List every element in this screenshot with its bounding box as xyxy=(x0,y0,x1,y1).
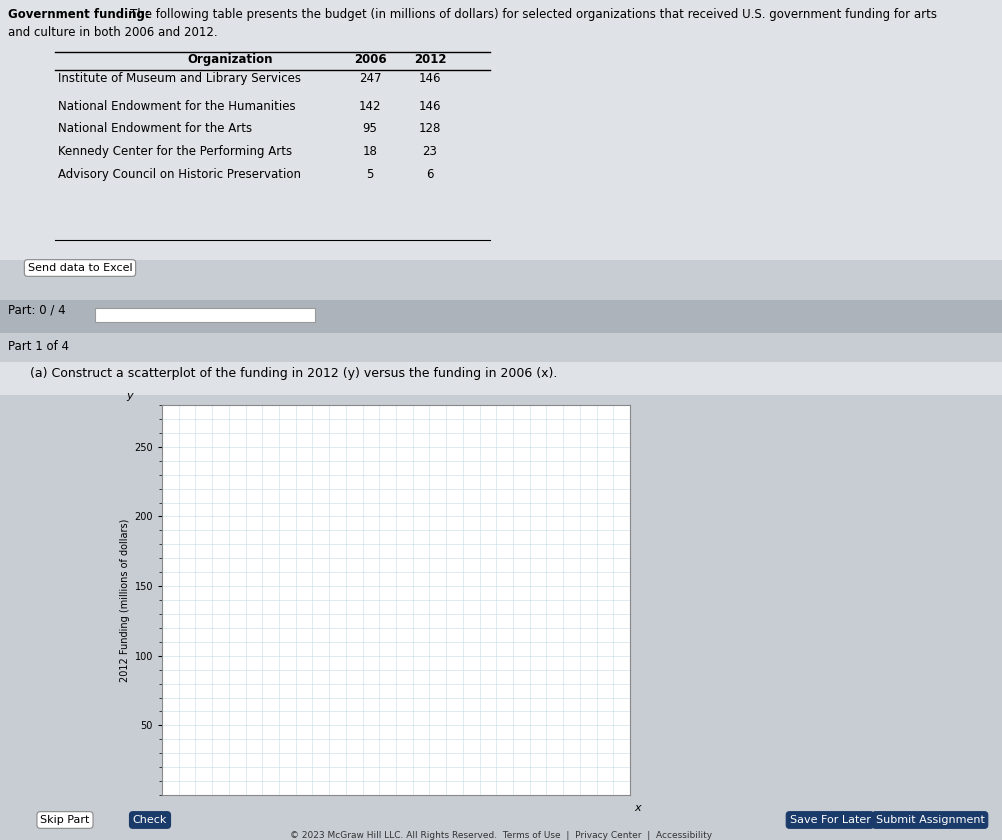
Text: Submit Assignment: Submit Assignment xyxy=(876,815,984,825)
Text: Organization: Organization xyxy=(187,53,273,66)
Text: (a) Construct a scatterplot of the funding in 2012 (y) versus the funding in 200: (a) Construct a scatterplot of the fundi… xyxy=(30,368,557,381)
Text: and culture in both 2006 and 2012.: and culture in both 2006 and 2012. xyxy=(8,26,217,39)
Text: National Endowment for the Humanities: National Endowment for the Humanities xyxy=(58,100,296,113)
Y-axis label: 2012 Funding (millions of dollars): 2012 Funding (millions of dollars) xyxy=(120,518,130,682)
Text: Government funding:: Government funding: xyxy=(8,8,149,21)
Text: Skip Part: Skip Part xyxy=(40,815,90,825)
Text: y: y xyxy=(126,391,132,402)
Text: 95: 95 xyxy=(363,122,378,135)
Text: © 2023 McGraw Hill LLC. All Rights Reserved.  Terms of Use  |  Privacy Center  |: © 2023 McGraw Hill LLC. All Rights Reser… xyxy=(290,831,712,839)
Text: 247: 247 xyxy=(359,72,381,85)
Text: 6: 6 xyxy=(426,168,434,181)
Text: Part 1 of 4: Part 1 of 4 xyxy=(8,339,69,353)
Text: x: x xyxy=(634,803,641,813)
Text: Kennedy Center for the Performing Arts: Kennedy Center for the Performing Arts xyxy=(58,145,293,158)
Text: The following table presents the budget (in millions of dollars) for selected or: The following table presents the budget … xyxy=(130,8,937,21)
Text: Send data to Excel: Send data to Excel xyxy=(28,263,132,273)
Text: Institute of Museum and Library Services: Institute of Museum and Library Services xyxy=(58,72,301,85)
Text: 18: 18 xyxy=(363,145,378,158)
Text: 146: 146 xyxy=(419,100,441,113)
Text: Advisory Council on Historic Preservation: Advisory Council on Historic Preservatio… xyxy=(58,168,301,181)
Text: 5: 5 xyxy=(367,168,374,181)
Text: Check: Check xyxy=(133,815,167,825)
Text: 2012: 2012 xyxy=(414,53,446,66)
Text: 146: 146 xyxy=(419,72,441,85)
Text: Save For Later: Save For Later xyxy=(790,815,871,825)
Text: National Endowment for the Arts: National Endowment for the Arts xyxy=(58,122,253,135)
Text: 128: 128 xyxy=(419,122,441,135)
Text: 142: 142 xyxy=(359,100,381,113)
Text: 2006: 2006 xyxy=(354,53,387,66)
Text: 23: 23 xyxy=(423,145,438,158)
Text: Part: 0 / 4: Part: 0 / 4 xyxy=(8,303,65,317)
